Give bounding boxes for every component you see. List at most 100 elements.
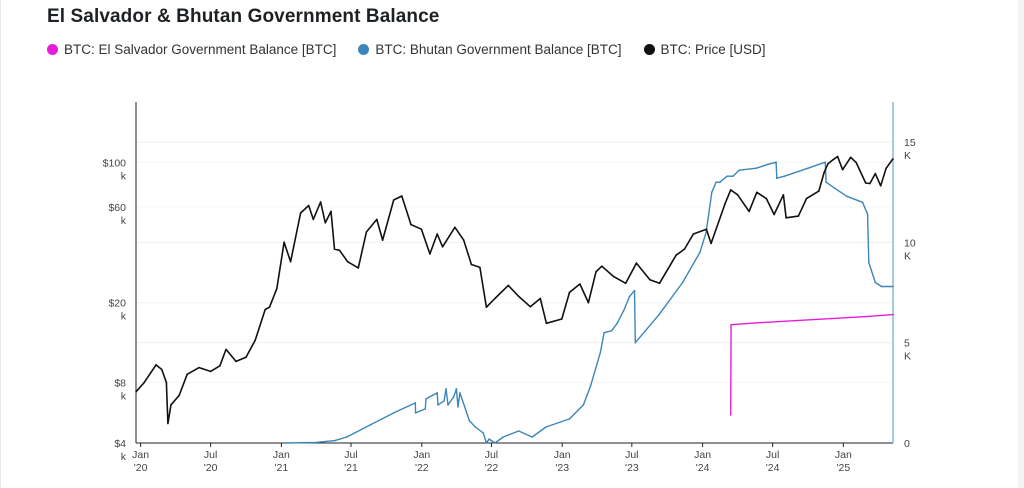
series-line-btc-el-salvador-government-balance-btc xyxy=(730,313,894,415)
x-tick-label-year: '20 xyxy=(204,462,218,474)
data-point-btc-price-usd xyxy=(307,204,310,207)
data-point-btc-price-usd xyxy=(705,228,708,230)
data-point-btc-bhutan-government-balance-btc xyxy=(589,386,592,388)
data-point-btc-price-usd xyxy=(568,291,571,294)
data-point-btc-price-usd xyxy=(429,253,431,255)
series-line-btc-price-usd xyxy=(135,155,894,425)
data-point-btc-price-usd xyxy=(832,159,834,161)
data-point-btc-price-usd xyxy=(517,295,520,298)
data-point-btc-bhutan-government-balance-btc xyxy=(488,438,490,440)
y-right-tick-unit: K xyxy=(904,250,911,262)
data-point-btc-el-salvador-government-balance-btc xyxy=(760,321,762,324)
data-point-btc-price-usd xyxy=(357,267,360,269)
data-point-btc-bhutan-government-balance-btc xyxy=(755,167,758,169)
data-point-btc-price-usd xyxy=(692,233,695,235)
data-point-btc-price-usd xyxy=(855,161,857,164)
data-point-btc-bhutan-government-balance-btc xyxy=(880,285,883,288)
data-point-btc-bhutan-government-balance-btc xyxy=(392,412,395,414)
data-point-btc-bhutan-government-balance-btc xyxy=(452,396,455,398)
legend-label: BTC: El Salvador Government Balance [BTC… xyxy=(64,42,337,57)
x-tick-label-month: Jul xyxy=(766,449,779,461)
data-point-btc-price-usd xyxy=(324,222,327,224)
data-point-btc-price-usd xyxy=(312,218,315,221)
data-point-btc-price-usd xyxy=(186,373,188,376)
data-point-btc-price-usd xyxy=(319,201,322,203)
data-point-btc-bhutan-government-balance-btc xyxy=(825,181,827,183)
x-tick-label-year: '23 xyxy=(625,462,639,474)
data-point-btc-bhutan-government-balance-btc xyxy=(868,261,870,264)
data-point-btc-price-usd xyxy=(823,171,825,174)
data-point-btc-el-salvador-government-balance-btc xyxy=(830,317,833,320)
data-point-btc-price-usd xyxy=(797,215,800,217)
data-point-btc-price-usd xyxy=(836,155,839,158)
data-point-btc-price-usd xyxy=(178,394,180,397)
legend-item-el-salvador[interactable]: BTC: El Salvador Government Balance [BTC… xyxy=(47,42,336,57)
data-point-btc-price-usd xyxy=(587,301,590,304)
data-point-btc-price-usd xyxy=(161,368,163,371)
data-point-btc-bhutan-government-balance-btc xyxy=(517,430,520,432)
data-point-btc-bhutan-government-balance-btc xyxy=(531,436,533,438)
data-point-btc-price-usd xyxy=(782,194,785,196)
y-right-tick-unit: K xyxy=(904,351,911,363)
data-point-btc-bhutan-government-balance-btc xyxy=(775,161,777,163)
data-point-btc-price-usd xyxy=(729,189,732,191)
data-point-btc-price-usd xyxy=(879,185,882,187)
data-point-btc-bhutan-government-balance-btc xyxy=(628,295,631,298)
data-point-btc-bhutan-government-balance-btc xyxy=(603,331,605,334)
y-left-tick-unit: k xyxy=(121,451,127,463)
data-point-btc-price-usd xyxy=(454,226,456,229)
data-point-btc-price-usd xyxy=(529,305,532,308)
data-point-btc-bhutan-government-balance-btc xyxy=(414,402,417,404)
data-point-btc-price-usd xyxy=(254,339,256,342)
x-tick-label-month: Jan xyxy=(835,449,852,461)
y-left-tick-unit: k xyxy=(121,215,127,227)
y-right-tick-value: 5 xyxy=(904,338,910,350)
data-point-btc-bhutan-government-balance-btc xyxy=(424,408,427,410)
data-point-btc-price-usd xyxy=(601,265,603,268)
data-point-btc-bhutan-government-balance-btc xyxy=(468,420,471,422)
data-point-btc-el-salvador-government-balance-btc xyxy=(795,319,798,322)
data-point-btc-bhutan-government-balance-btc xyxy=(425,398,427,400)
data-point-btc-price-usd xyxy=(268,306,271,309)
data-point-btc-bhutan-government-balance-btc xyxy=(599,351,602,354)
data-point-btc-bhutan-government-balance-btc xyxy=(568,418,571,420)
data-point-btc-bhutan-government-balance-btc xyxy=(874,281,877,284)
x-tick-label-month: Jul xyxy=(344,449,357,461)
data-point-btc-price-usd xyxy=(219,365,221,367)
data-point-btc-price-usd xyxy=(333,248,336,250)
data-point-btc-bhutan-government-balance-btc xyxy=(445,388,447,390)
data-point-btc-bhutan-government-balance-btc xyxy=(334,439,336,442)
x-tick-label-year: '24 xyxy=(766,462,780,474)
legend-item-bhutan[interactable]: BTC: Bhutan Government Balance [BTC] xyxy=(358,42,622,57)
data-point-btc-price-usd xyxy=(420,228,423,230)
data-point-btc-bhutan-government-balance-btc xyxy=(633,289,636,292)
data-point-btc-bhutan-government-balance-btc xyxy=(719,181,721,183)
data-point-btc-price-usd xyxy=(462,239,465,241)
data-point-btc-price-usd xyxy=(841,168,844,171)
data-point-btc-price-usd xyxy=(545,322,548,325)
data-point-btc-bhutan-government-balance-btc xyxy=(711,191,713,194)
data-point-btc-bhutan-government-balance-btc xyxy=(457,406,459,408)
data-point-btc-price-usd xyxy=(785,217,787,219)
data-point-btc-price-usd xyxy=(167,422,169,425)
data-point-btc-price-usd xyxy=(392,199,395,201)
y-left-tick-unit: k xyxy=(121,170,127,182)
data-point-btc-price-usd xyxy=(539,297,542,300)
data-point-btc-bhutan-government-balance-btc xyxy=(726,175,728,177)
data-point-btc-bhutan-government-balance-btc xyxy=(437,404,439,406)
data-point-btc-bhutan-government-balance-btc xyxy=(545,426,547,428)
data-point-btc-price-usd xyxy=(849,156,852,159)
legend-item-price[interactable]: BTC: Price [USD] xyxy=(643,42,766,57)
data-point-btc-bhutan-government-balance-btc xyxy=(783,175,786,177)
data-point-btc-price-usd xyxy=(209,370,212,373)
data-point-btc-bhutan-government-balance-btc xyxy=(459,392,461,394)
data-point-btc-price-usd xyxy=(376,218,378,221)
data-point-btc-bhutan-government-balance-btc xyxy=(776,177,778,179)
page-right-border xyxy=(1018,0,1024,488)
data-point-btc-bhutan-government-balance-btc xyxy=(315,441,317,444)
x-tick-label-month: Jan xyxy=(554,449,571,461)
data-point-btc-bhutan-government-balance-btc xyxy=(738,169,740,171)
data-point-btc-price-usd xyxy=(892,158,894,160)
data-point-btc-price-usd xyxy=(612,275,615,278)
data-point-btc-price-usd xyxy=(346,260,349,263)
